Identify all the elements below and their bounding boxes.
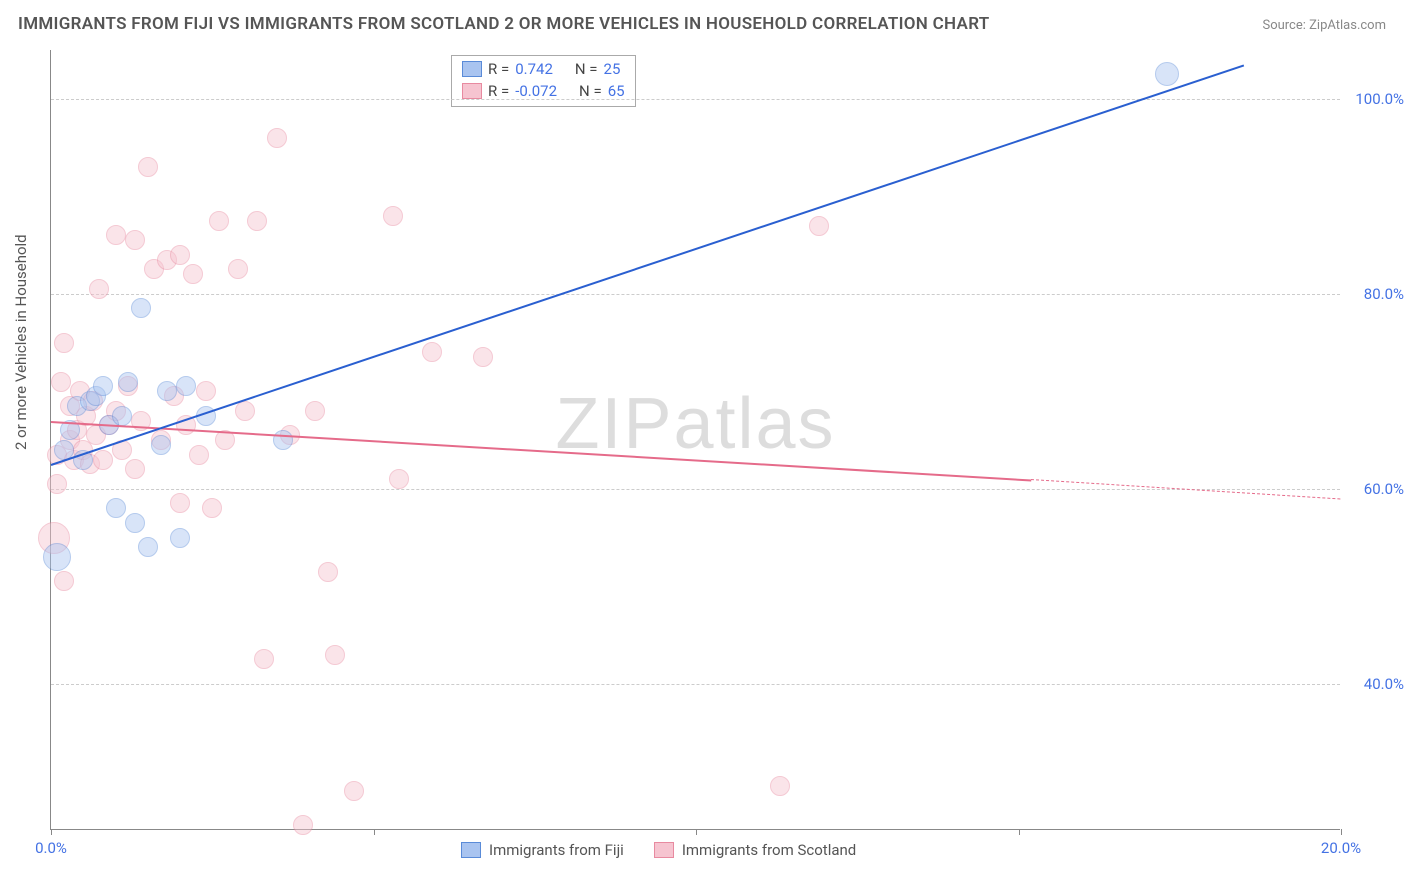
x-tick-label: 20.0% (1321, 839, 1361, 857)
swatch-fiji (461, 842, 481, 858)
x-tick (51, 829, 52, 835)
legend-item-fiji: Immigrants from Fiji (461, 841, 624, 859)
swatch-fiji (462, 61, 482, 77)
bottom-legend: Immigrants from Fiji Immigrants from Sco… (461, 841, 856, 859)
r-label: R = (488, 58, 509, 80)
gridline-h (51, 489, 1340, 490)
scatter-point-scotland (770, 776, 790, 796)
scatter-point-scotland (51, 372, 71, 392)
scatter-point-scotland (93, 450, 113, 470)
scatter-point-scotland (125, 230, 145, 250)
scatter-point-scotland (54, 571, 74, 591)
scatter-point-fiji (125, 513, 145, 533)
y-tick-label: 100.0% (1355, 90, 1404, 108)
scatter-point-scotland (247, 211, 267, 231)
scatter-point-scotland (183, 264, 203, 284)
scatter-point-scotland (170, 245, 190, 265)
swatch-scotland (462, 83, 482, 99)
scatter-point-scotland (422, 342, 442, 362)
scatter-point-scotland (473, 347, 493, 367)
scatter-point-scotland (293, 815, 313, 835)
scatter-point-scotland (202, 498, 222, 518)
scatter-point-fiji (138, 537, 158, 557)
scatter-point-scotland (235, 401, 255, 421)
n-value-fiji: 25 (604, 58, 621, 80)
legend-label-fiji: Immigrants from Fiji (489, 841, 624, 859)
scatter-point-scotland (254, 649, 274, 669)
stats-row-fiji: R = 0.742 N = 25 (462, 58, 625, 80)
scatter-point-scotland (125, 459, 145, 479)
scatter-point-fiji (151, 435, 171, 455)
x-tick (1341, 829, 1342, 835)
scatter-point-scotland (196, 381, 216, 401)
scatter-point-scotland (54, 333, 74, 353)
chart-title: IMMIGRANTS FROM FIJI VS IMMIGRANTS FROM … (18, 14, 990, 34)
scatter-point-scotland (305, 401, 325, 421)
scatter-point-fiji (273, 430, 293, 450)
r-value-fiji: 0.742 (515, 58, 553, 80)
y-tick-label: 60.0% (1364, 480, 1404, 498)
scatter-point-scotland (318, 562, 338, 582)
scatter-point-scotland (209, 211, 229, 231)
y-axis-label: 2 or more Vehicles in Household (12, 234, 30, 450)
gridline-h (51, 294, 1340, 295)
legend-item-scotland: Immigrants from Scotland (654, 841, 856, 859)
scatter-point-fiji (131, 298, 151, 318)
watermark-text: ZIPatlas (555, 383, 835, 465)
x-tick-label: 0.0% (35, 839, 67, 857)
scatter-point-fiji (112, 406, 132, 426)
scatter-point-fiji (93, 376, 113, 396)
scatter-point-fiji (170, 528, 190, 548)
scatter-point-scotland (47, 474, 67, 494)
n-label: N = (575, 58, 598, 80)
scatter-point-fiji (43, 543, 71, 571)
scatter-point-fiji (176, 376, 196, 396)
source-label: Source: ZipAtlas.com (1262, 18, 1386, 33)
swatch-scotland (654, 842, 674, 858)
y-tick-label: 80.0% (1364, 285, 1404, 303)
scatter-point-fiji (1155, 62, 1179, 86)
scatter-point-fiji (118, 372, 138, 392)
scatter-point-scotland (106, 225, 126, 245)
scatter-point-fiji (157, 381, 177, 401)
scatter-point-scotland (170, 493, 190, 513)
scatter-point-scotland (267, 128, 287, 148)
scatter-point-scotland (89, 279, 109, 299)
scatter-point-scotland (809, 216, 829, 236)
scatter-point-scotland (344, 781, 364, 801)
x-tick (696, 829, 697, 835)
scatter-point-scotland (138, 157, 158, 177)
y-tick-label: 40.0% (1364, 675, 1404, 693)
scatter-point-scotland (228, 259, 248, 279)
x-tick (1019, 829, 1020, 835)
scatter-point-scotland (389, 469, 409, 489)
scatter-point-scotland (383, 206, 403, 226)
scatter-point-scotland (325, 645, 345, 665)
legend-label-scotland: Immigrants from Scotland (682, 841, 856, 859)
scatter-point-fiji (106, 498, 126, 518)
gridline-h (51, 684, 1340, 685)
chart-container: IMMIGRANTS FROM FIJI VS IMMIGRANTS FROM … (0, 0, 1406, 892)
scatter-point-scotland (189, 445, 209, 465)
x-tick (374, 829, 375, 835)
plot-area: ZIPatlas R = 0.742 N = 25 R = -0.072 N =… (50, 50, 1340, 830)
